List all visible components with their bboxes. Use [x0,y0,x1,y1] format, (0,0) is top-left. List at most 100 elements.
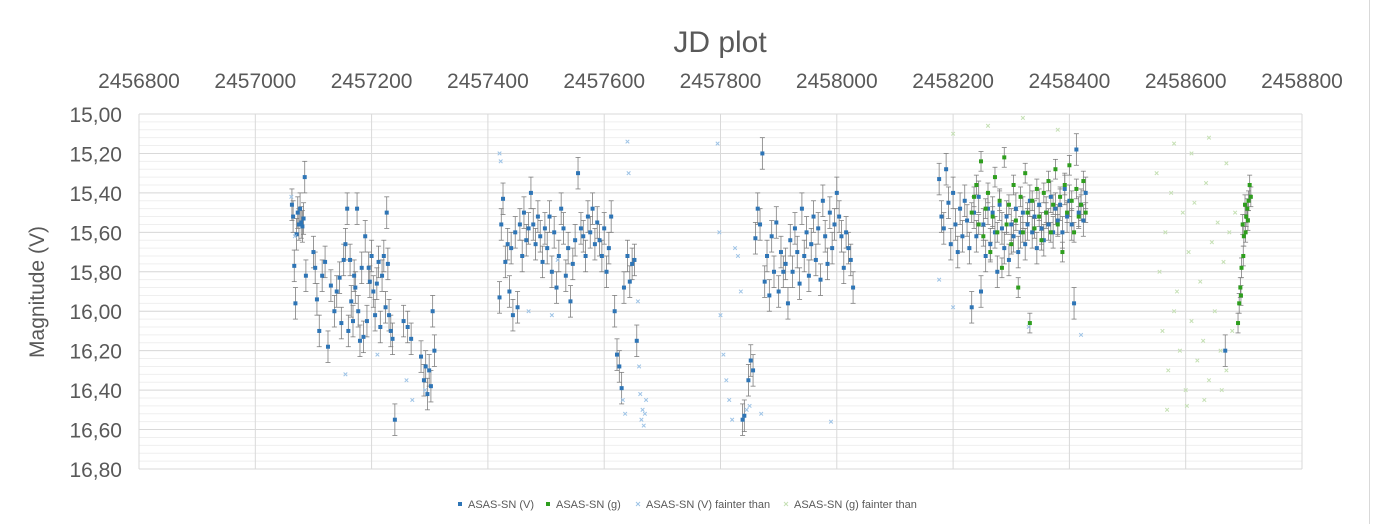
asassn-v-fainter-point [1078,332,1084,338]
asassn-g-point [1013,218,1018,223]
asassn-g-point [995,230,1000,235]
legend-label: ASAS-SN (g) [556,499,621,511]
asassn-v-point [520,254,525,258]
asassn-v-point [755,206,760,211]
asassn-v-point [748,358,753,363]
asassn-v-fainter-point [404,378,409,383]
asassn-v-point [1027,198,1032,203]
asassn-v-point [341,257,346,262]
asassn-v-point [299,220,304,225]
asassn-v-point [837,214,842,219]
asassn-g-point [1004,222,1009,227]
asassn-v-point [524,238,529,243]
asassn-v-point [765,254,770,258]
y-tick-label: 16,40 [69,380,122,403]
asassn-v-point [1076,210,1081,215]
asassn-v-point [385,261,390,266]
asassn-v-point [349,299,354,304]
asassn-v-point [1051,230,1056,235]
asassn-v-point [630,261,635,266]
asassn-v-point [425,392,430,397]
asassn-v-point [976,194,981,199]
asassn-v-point [851,285,856,290]
asassn-v-point [513,230,518,235]
asassn-v-point [430,309,435,314]
asassn-v-point [301,216,306,221]
asassn-g-point [1011,183,1016,187]
asassn-g-point [1051,202,1056,207]
asassn-v-point [790,269,795,274]
asassn-v-point [339,321,344,326]
asassn-g-point [1245,206,1250,211]
asassn-v-point [510,313,515,318]
asassn-g-fainter-point [1192,200,1197,205]
asassn-v-point [985,206,990,211]
asassn-v-point [595,220,600,225]
asassn-v-fainter-point [636,364,642,369]
asassn-v-point [505,242,510,247]
asassn-g-fainter-point [1218,348,1223,353]
asassn-v-point [625,254,630,258]
asassn-g-point [1247,183,1252,187]
asassn-g-fainter-point [1020,115,1026,121]
asassn-g-point [1067,163,1072,168]
asassn-v-point [361,334,366,339]
asassn-v-point [592,242,597,247]
asassn-g-point [1002,155,1007,160]
asassn-g-point [1020,230,1025,235]
asassn-v-point [542,226,547,231]
asassn-v-point [1025,222,1030,227]
asassn-v-point [383,305,388,310]
asassn-v-point [356,309,361,314]
asassn-v-point [384,210,389,215]
asassn-v-point [965,218,970,223]
asassn-v-point [294,232,299,237]
asassn-g-point [1032,226,1037,231]
asassn-v-point [1020,210,1025,215]
asassn-v-point [778,250,783,255]
asassn-g-point [1243,202,1248,207]
asassn-v-point [834,190,839,195]
asassn-v-point [292,263,297,268]
asassn-v-point [820,198,825,203]
asassn-v-point [366,265,371,270]
asassn-v-point [509,246,514,251]
asassn-v-point [563,273,568,278]
chart-title: JD plot [673,26,767,59]
asassn-v-point [1083,190,1088,195]
asassn-v-point [758,222,763,227]
asassn-v-point [962,198,967,203]
asassn-g-point [1041,190,1046,195]
asassn-v-point [390,336,395,341]
asassn-v-point [337,275,342,280]
legend-swatch [458,502,462,506]
asassn-g-fainter-point [1224,368,1229,373]
asassn-v-point [547,214,552,219]
asassn-v-point [602,226,607,231]
panel-divider [1369,0,1370,524]
asassn-v-fainter-point [626,171,631,176]
asassn-v-point [753,236,758,241]
asassn-v-point [1004,214,1009,219]
asassn-g-fainter-point [1166,368,1171,373]
asassn-v-point [742,413,747,418]
asassn-g-fainter-point [1055,127,1060,132]
asassn-v-point [405,325,410,329]
asassn-g-point [1081,179,1086,184]
asassn-v-point [783,261,788,266]
asassn-v-fainter-point [727,397,732,403]
legend-swatch [546,502,550,506]
legend-label: ASAS-SN (V) [468,499,534,511]
asassn-g-fainter-point [1206,135,1212,140]
asassn-v-point [1223,348,1228,353]
asassn-g-fainter-point [1221,259,1226,265]
asassn-v-point [578,226,583,231]
asassn-g-point [999,265,1004,270]
asassn-v-point [588,230,593,235]
asassn-v-point [501,196,506,201]
asassn-v-fainter-point [732,245,738,251]
asassn-v-fainter-point [721,352,726,357]
asassn-v-point [983,254,988,258]
asassn-v-point [617,364,622,369]
asassn-g-point [1027,321,1032,326]
